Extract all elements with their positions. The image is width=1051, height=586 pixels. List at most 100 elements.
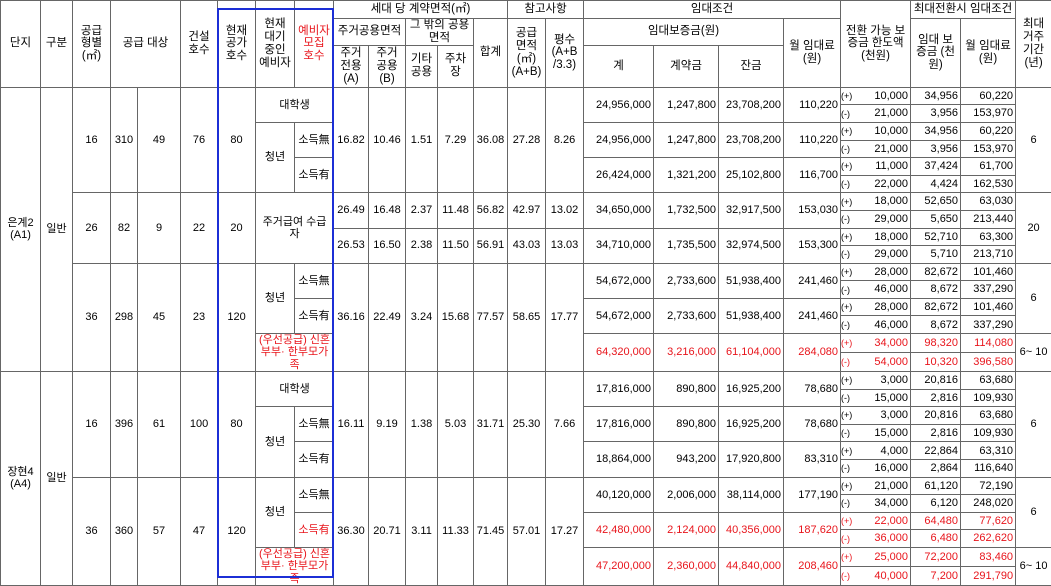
rent-value: 153,030 — [784, 193, 841, 228]
rent-value: 44,840,000 — [719, 547, 784, 585]
header-cell: 공급 면적 (㎡) (A+B) — [508, 19, 546, 88]
conversion-sign: (+) — [841, 547, 861, 566]
header-cell: 공급 대상 — [111, 1, 181, 88]
rent-value: 177,190 — [784, 477, 841, 512]
target-sub: 소득有 — [295, 158, 334, 193]
max-deposit: 72,200 — [911, 547, 961, 566]
rent-value: 34,710,000 — [584, 228, 654, 263]
rent-value: 61,104,000 — [719, 334, 784, 372]
max-period: 6 — [1016, 477, 1051, 547]
header-cell: 임대조건 — [584, 1, 841, 19]
max-monthly: 83,460 — [961, 547, 1016, 566]
area-value: 11.50 — [438, 228, 474, 263]
area-value: 7.66 — [546, 372, 584, 478]
rent-value: 26,424,000 — [584, 158, 654, 193]
conversion-limit: 10,000 — [861, 87, 911, 105]
header-cell: 주거 공용 (B) — [369, 45, 406, 87]
target-group: 청년 — [256, 477, 295, 547]
header-cell: 공급 형별 (㎡) — [73, 1, 111, 88]
header-cell: 계 — [584, 45, 654, 87]
rent-value: 40,356,000 — [719, 512, 784, 547]
rent-value: 208,460 — [784, 547, 841, 585]
header-cell: 최대 거주 기간 (년) — [1016, 1, 1051, 88]
conversion-sign: (-) — [841, 389, 861, 407]
rent-value: 34,650,000 — [584, 193, 654, 228]
built: 310 — [111, 87, 138, 193]
rent-value: 1,247,800 — [654, 122, 719, 157]
conversion-limit: 21,000 — [861, 477, 911, 495]
size: 16 — [73, 372, 111, 478]
max-deposit: 22,864 — [911, 442, 961, 460]
max-monthly: 63,680 — [961, 407, 1016, 425]
vacant: 57 — [138, 477, 181, 585]
conversion-limit: 29,000 — [861, 210, 911, 228]
max-deposit: 82,672 — [911, 263, 961, 281]
area-value: 1.51 — [406, 87, 438, 193]
rent-value: 47,200,000 — [584, 547, 654, 585]
max-monthly: 291,790 — [961, 566, 1016, 585]
area-value: 1.38 — [406, 372, 438, 478]
rent-value: 1,732,500 — [654, 193, 719, 228]
max-deposit: 82,672 — [911, 298, 961, 316]
rent-value: 3,216,000 — [654, 334, 719, 372]
max-monthly: 396,580 — [961, 353, 1016, 372]
rent-value: 2,360,000 — [654, 547, 719, 585]
max-period: 6~ 10 — [1016, 334, 1051, 372]
rent-value: 83,310 — [784, 442, 841, 477]
max-deposit: 6,120 — [911, 495, 961, 513]
rent-value: 24,956,000 — [584, 122, 654, 157]
header-cell: 주거 전용 (A) — [334, 45, 369, 87]
area-value: 5.03 — [438, 372, 474, 478]
conversion-sign: (+) — [841, 298, 861, 316]
max-deposit: 34,956 — [911, 87, 961, 105]
conversion-sign: (-) — [841, 281, 861, 299]
header-cell: 평수 (A+B /3.3) — [546, 19, 584, 88]
header-cell: 참고사항 — [508, 1, 584, 19]
rent-value: 54,672,000 — [584, 298, 654, 333]
rent-value: 42,480,000 — [584, 512, 654, 547]
header-cell: 임대 보증금 (천원) — [911, 19, 961, 88]
rent-value: 187,620 — [784, 512, 841, 547]
target-group: 청년 — [256, 263, 295, 333]
max-deposit: 6,480 — [911, 530, 961, 548]
rent-value: 16,925,200 — [719, 407, 784, 442]
area-value: 11.48 — [438, 193, 474, 228]
supply-target: 대학생 — [256, 372, 334, 407]
max-deposit: 34,956 — [911, 122, 961, 140]
conversion-sign: (+) — [841, 158, 861, 176]
area-value: 15.68 — [438, 263, 474, 371]
rent-value: 153,300 — [784, 228, 841, 263]
target-sub: 소득無 — [295, 407, 334, 442]
header-cell: 주차장 — [438, 45, 474, 87]
waiting: 76 — [181, 87, 218, 193]
area-value: 56.82 — [474, 193, 508, 228]
vacant: 45 — [138, 263, 181, 371]
conversion-limit: 3,000 — [861, 372, 911, 390]
header-cell: 현재 대기 중인 예비자 — [256, 1, 295, 88]
area-value: 20.71 — [369, 477, 406, 585]
conversion-sign: (+) — [841, 512, 861, 530]
rent-value: 64,320,000 — [584, 334, 654, 372]
max-monthly: 153,970 — [961, 140, 1016, 158]
size: 26 — [73, 193, 111, 263]
max-deposit: 8,672 — [911, 316, 961, 334]
max-deposit: 98,320 — [911, 334, 961, 353]
max-deposit: 64,480 — [911, 512, 961, 530]
rent-value: 23,708,200 — [719, 122, 784, 157]
header-cell: 현재 공가 호수 — [218, 1, 256, 88]
rent-value: 284,080 — [784, 334, 841, 372]
max-deposit: 7,200 — [911, 566, 961, 585]
rent-value: 17,816,000 — [584, 407, 654, 442]
header-cell: 예비자 모집 호수 — [295, 1, 334, 88]
rent-value: 1,321,200 — [654, 158, 719, 193]
area-value: 16.82 — [334, 87, 369, 193]
conversion-limit: 36,000 — [861, 530, 911, 548]
conversion-limit: 10,000 — [861, 122, 911, 140]
category: 일반 — [41, 372, 73, 586]
rent-value: 78,680 — [784, 372, 841, 407]
